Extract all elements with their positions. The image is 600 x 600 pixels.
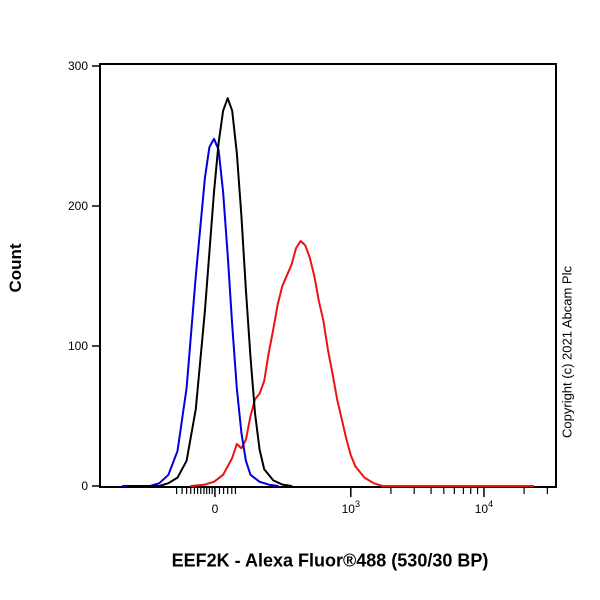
x-tick-label: 0 [212,502,219,516]
y-tick-label: 200 [68,199,88,213]
series-red [190,240,535,487]
y-tick-label: 0 [81,479,88,493]
y-tick-label: 300 [68,59,88,73]
y-tick-label: 100 [68,339,88,353]
y-axis-label: Count [6,243,25,293]
series-blue [121,137,279,487]
x-tick-label: 104 [475,499,493,516]
x-tick-label: 103 [342,499,360,516]
plot-border [99,63,557,488]
series-black [126,97,293,487]
x-axis-title: EEF2K - Alexa Fluor®488 (530/30 BP) [171,550,489,571]
copyright-text: Copyright (c) 2021 Abcam Plc [559,266,575,438]
